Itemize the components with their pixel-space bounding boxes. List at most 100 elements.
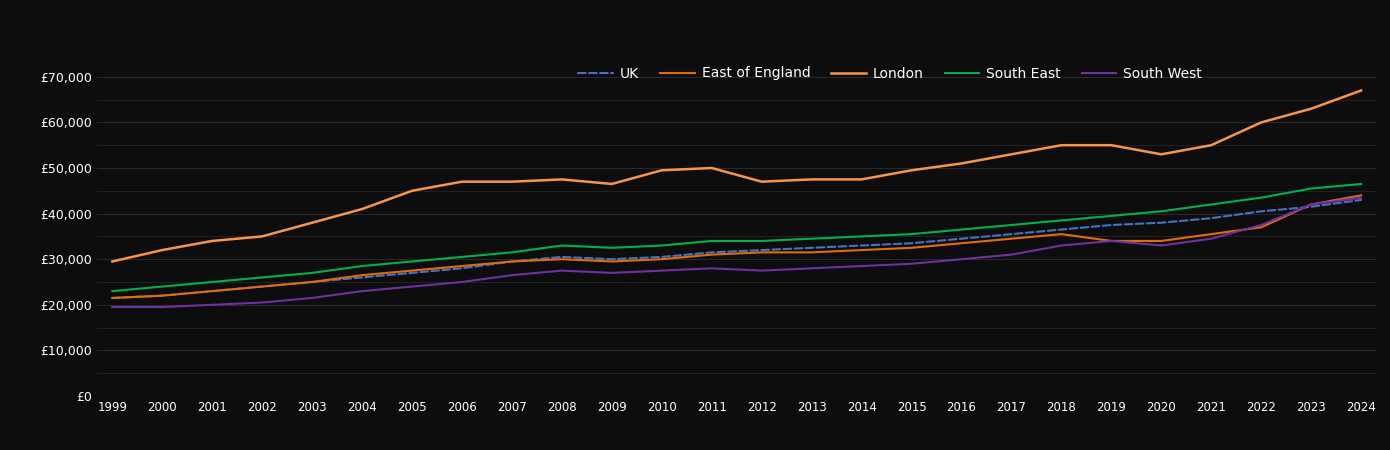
- East of England: [553, 256, 570, 262]
- South West: [353, 288, 370, 294]
- London: [803, 177, 820, 182]
- South West: [1202, 236, 1219, 241]
- South East: [1054, 218, 1070, 223]
- South East: [653, 243, 670, 248]
- East of England: [853, 248, 870, 253]
- London: [703, 165, 720, 171]
- UK: [603, 256, 620, 262]
- UK: [403, 270, 420, 275]
- South West: [703, 266, 720, 271]
- UK: [1202, 216, 1219, 221]
- Legend: UK, East of England, London, South East, South West: UK, East of England, London, South East,…: [573, 61, 1208, 86]
- UK: [803, 245, 820, 251]
- East of England: [1202, 231, 1219, 237]
- South East: [1004, 222, 1020, 228]
- East of England: [403, 268, 420, 273]
- South West: [1252, 222, 1269, 228]
- South West: [304, 295, 321, 301]
- East of England: [1252, 225, 1269, 230]
- East of England: [254, 284, 271, 289]
- East of England: [204, 288, 221, 294]
- South East: [204, 279, 221, 285]
- East of England: [1104, 238, 1120, 243]
- UK: [1252, 209, 1269, 214]
- London: [403, 188, 420, 194]
- South West: [653, 268, 670, 273]
- UK: [154, 293, 171, 298]
- UK: [1302, 204, 1319, 209]
- South West: [104, 304, 121, 310]
- East of England: [954, 241, 970, 246]
- South West: [154, 304, 171, 310]
- London: [653, 167, 670, 173]
- London: [753, 179, 770, 184]
- South West: [403, 284, 420, 289]
- London: [853, 177, 870, 182]
- South West: [1054, 243, 1070, 248]
- South East: [553, 243, 570, 248]
- East of England: [1004, 236, 1020, 241]
- UK: [553, 254, 570, 260]
- UK: [453, 266, 470, 271]
- London: [104, 259, 121, 264]
- South West: [1152, 243, 1169, 248]
- South West: [753, 268, 770, 273]
- East of England: [1152, 238, 1169, 243]
- London: [353, 207, 370, 212]
- London: [453, 179, 470, 184]
- East of England: [653, 256, 670, 262]
- South East: [904, 231, 920, 237]
- UK: [503, 259, 520, 264]
- East of England: [603, 259, 620, 264]
- South East: [1302, 186, 1319, 191]
- South East: [753, 238, 770, 243]
- Line: South East: South East: [113, 184, 1361, 291]
- London: [904, 167, 920, 173]
- South West: [1302, 202, 1319, 207]
- South East: [853, 234, 870, 239]
- London: [1152, 152, 1169, 157]
- South East: [453, 254, 470, 260]
- South West: [803, 266, 820, 271]
- South East: [353, 263, 370, 269]
- UK: [1152, 220, 1169, 225]
- East of England: [753, 250, 770, 255]
- London: [204, 238, 221, 243]
- South West: [204, 302, 221, 307]
- East of England: [304, 279, 321, 285]
- South West: [1004, 252, 1020, 257]
- UK: [653, 254, 670, 260]
- UK: [254, 284, 271, 289]
- South West: [553, 268, 570, 273]
- South East: [104, 288, 121, 294]
- East of England: [1302, 202, 1319, 207]
- Line: East of England: East of England: [113, 195, 1361, 298]
- South West: [254, 300, 271, 305]
- South East: [1352, 181, 1369, 187]
- South East: [503, 250, 520, 255]
- London: [1104, 143, 1120, 148]
- East of England: [803, 250, 820, 255]
- London: [254, 234, 271, 239]
- East of England: [453, 263, 470, 269]
- South West: [853, 263, 870, 269]
- London: [154, 248, 171, 253]
- London: [954, 161, 970, 166]
- Line: London: London: [113, 90, 1361, 261]
- UK: [703, 250, 720, 255]
- East of England: [1054, 231, 1070, 237]
- South East: [254, 275, 271, 280]
- London: [553, 177, 570, 182]
- East of England: [1352, 193, 1369, 198]
- South East: [1202, 202, 1219, 207]
- London: [304, 220, 321, 225]
- London: [603, 181, 620, 187]
- UK: [353, 275, 370, 280]
- London: [1202, 143, 1219, 148]
- South West: [904, 261, 920, 266]
- East of England: [904, 245, 920, 251]
- London: [1302, 106, 1319, 112]
- South East: [1152, 209, 1169, 214]
- UK: [1104, 222, 1120, 228]
- South East: [803, 236, 820, 241]
